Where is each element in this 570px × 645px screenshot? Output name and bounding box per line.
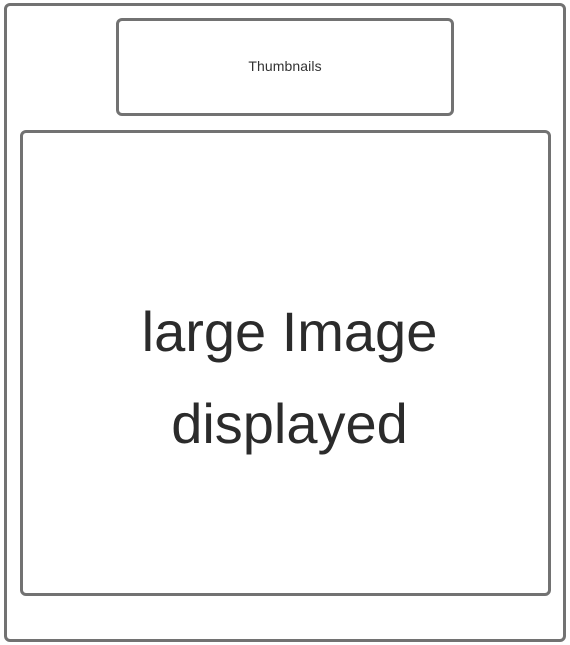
- large-image-panel: large Image displayed: [20, 130, 551, 596]
- thumbnails-label: Thumbnails: [248, 57, 322, 74]
- thumbnails-panel[interactable]: Thumbnails: [116, 18, 454, 116]
- large-image-label: large Image displayed: [141, 300, 438, 455]
